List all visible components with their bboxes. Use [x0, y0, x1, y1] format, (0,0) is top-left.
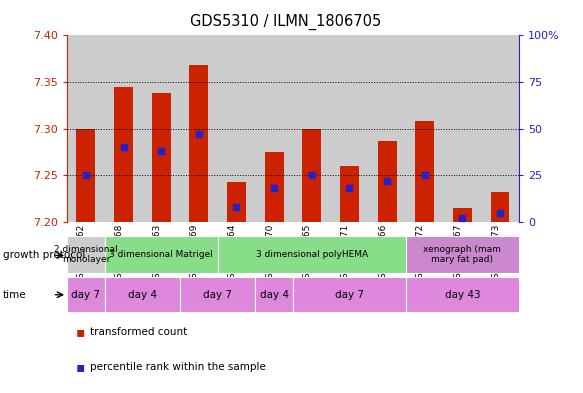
Text: ▪: ▪ — [76, 325, 85, 339]
Point — [496, 209, 505, 216]
Point — [81, 172, 90, 178]
Bar — [255, 277, 293, 312]
Bar — [67, 236, 105, 273]
Point — [345, 185, 354, 191]
Bar — [453, 208, 472, 222]
Bar — [67, 277, 105, 312]
Text: day 7: day 7 — [335, 290, 364, 300]
Bar — [378, 141, 396, 222]
Text: 2 dimensional
monolayer: 2 dimensional monolayer — [54, 245, 118, 264]
Point — [156, 148, 166, 154]
Bar — [217, 35, 255, 222]
Bar — [142, 35, 180, 222]
Text: day 7: day 7 — [203, 290, 232, 300]
Bar — [406, 277, 519, 312]
Point — [458, 215, 467, 221]
Bar — [76, 129, 95, 222]
Bar — [67, 35, 105, 222]
Text: day 4: day 4 — [259, 290, 289, 300]
Text: day 4: day 4 — [128, 290, 157, 300]
Bar — [180, 277, 255, 312]
Bar — [114, 87, 133, 222]
Text: 3 dimensional Matrigel: 3 dimensional Matrigel — [109, 250, 213, 259]
Text: 3 dimensional polyHEMA: 3 dimensional polyHEMA — [256, 250, 368, 259]
Bar — [189, 65, 208, 222]
Text: percentile rank within the sample: percentile rank within the sample — [90, 362, 266, 373]
Point — [269, 185, 279, 191]
Bar — [152, 93, 171, 222]
Bar — [368, 35, 406, 222]
Bar — [491, 192, 510, 222]
Text: time: time — [3, 290, 27, 300]
Point — [232, 204, 241, 210]
Bar — [255, 35, 293, 222]
Bar — [180, 35, 217, 222]
Bar — [217, 236, 406, 273]
Bar — [340, 166, 359, 222]
Bar — [406, 35, 444, 222]
Bar — [406, 236, 519, 273]
Text: growth protocol: growth protocol — [3, 250, 85, 260]
Bar — [444, 35, 481, 222]
Point — [382, 178, 392, 184]
Bar — [415, 121, 434, 222]
Text: day 7: day 7 — [71, 290, 100, 300]
Bar — [481, 35, 519, 222]
Bar — [303, 129, 321, 222]
Point — [119, 144, 128, 151]
Bar — [227, 182, 246, 222]
Point — [420, 172, 430, 178]
Point — [307, 172, 317, 178]
Bar — [265, 152, 283, 222]
Text: transformed count: transformed count — [90, 327, 188, 337]
Bar — [105, 35, 142, 222]
Bar — [105, 277, 180, 312]
Bar — [293, 35, 331, 222]
Text: day 43: day 43 — [445, 290, 480, 300]
Bar — [331, 35, 368, 222]
Bar — [105, 236, 217, 273]
Point — [194, 131, 203, 138]
Text: GDS5310 / ILMN_1806705: GDS5310 / ILMN_1806705 — [190, 14, 381, 30]
Text: xenograph (mam
mary fat pad): xenograph (mam mary fat pad) — [423, 245, 501, 264]
Text: ▪: ▪ — [76, 360, 85, 375]
Bar — [293, 277, 406, 312]
